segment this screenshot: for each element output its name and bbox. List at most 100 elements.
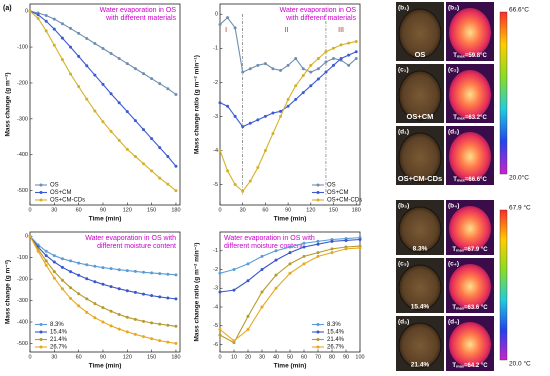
point — [354, 50, 358, 54]
point — [69, 259, 73, 263]
point — [218, 333, 222, 337]
y-tick-label: -300 — [17, 116, 28, 122]
soil-sample — [398, 132, 442, 183]
point — [233, 26, 237, 30]
y-tick-label: -300 — [17, 298, 28, 304]
chart-title: with different materials — [285, 15, 356, 22]
y-tick-label: -100 — [17, 45, 28, 51]
point — [174, 297, 178, 301]
point — [226, 169, 230, 173]
legend-label: 26.7% — [50, 345, 68, 351]
point — [316, 57, 320, 61]
point — [158, 322, 162, 326]
thermal-sample — [449, 206, 491, 251]
point — [246, 279, 250, 283]
legend-label: OS — [50, 183, 59, 189]
point — [174, 324, 178, 328]
x-tick-label: 60 — [301, 354, 307, 360]
point — [166, 323, 170, 327]
point — [174, 164, 178, 168]
tmax-label: Tmax=63.6 °C — [452, 305, 488, 311]
point — [93, 41, 97, 45]
point — [166, 340, 170, 344]
y-tick-label: -500 — [17, 341, 28, 347]
photo-label: (b₁) — [398, 5, 409, 12]
point — [260, 268, 264, 271]
point — [232, 339, 236, 343]
legend-marker — [39, 338, 43, 341]
point — [260, 254, 264, 258]
point — [77, 85, 81, 89]
x-tick-label: 20 — [245, 354, 251, 360]
x-tick-label: 100 — [355, 354, 364, 360]
point — [286, 104, 290, 108]
y-tick-label: 0 — [25, 9, 28, 15]
thermal-sample — [449, 132, 491, 181]
x-tick-label: 50 — [287, 354, 293, 360]
point — [85, 310, 89, 314]
point — [85, 277, 89, 281]
point — [101, 120, 105, 124]
x-axis-title: Time (min) — [274, 363, 307, 370]
point — [332, 57, 336, 61]
point — [44, 29, 48, 33]
point — [101, 320, 105, 324]
series-line — [219, 51, 357, 128]
x-tick-label: 90 — [100, 207, 106, 213]
chart-title: different moisture content — [97, 243, 176, 250]
tmax-subscript: max — [457, 54, 466, 59]
point — [226, 104, 230, 108]
x-tick-label: 10 — [231, 354, 237, 360]
y-tick-label: -200 — [17, 80, 28, 86]
sample-label: 8.3% — [413, 246, 428, 253]
point — [52, 254, 56, 258]
plot-frame — [29, 3, 181, 206]
chart-title: Water evaporation in OS with — [224, 235, 315, 242]
point — [28, 9, 32, 13]
y-tick-label: 0 — [215, 12, 218, 18]
point — [85, 64, 89, 68]
sample-label: OS — [415, 50, 426, 59]
chart-title: Water evaporation in OS — [280, 7, 357, 14]
x-tick-label: 90 — [100, 354, 106, 360]
y-axis-title: Mass change ratio (g m⁻² min⁻¹) — [194, 55, 201, 154]
point — [288, 251, 292, 255]
point — [274, 258, 278, 262]
point — [339, 57, 343, 61]
x-axis-title: Time (min) — [89, 363, 122, 370]
thermal-label: (b₄) — [448, 203, 459, 210]
y-tick-label: 0 — [25, 234, 28, 240]
point — [218, 101, 222, 105]
colorbar — [499, 209, 508, 361]
point — [142, 292, 146, 296]
point — [142, 72, 146, 76]
legend-label: OS+CM — [50, 190, 72, 196]
point — [263, 114, 267, 118]
point — [69, 45, 73, 49]
point — [339, 43, 343, 47]
point — [93, 302, 97, 306]
point — [60, 22, 64, 26]
plot-frame — [29, 231, 181, 353]
point — [260, 290, 264, 294]
legend-marker — [39, 330, 43, 334]
point — [44, 254, 48, 258]
point — [150, 137, 154, 141]
soil-sample — [398, 206, 442, 253]
x-tick-label: 60 — [76, 354, 82, 360]
point — [60, 58, 64, 62]
point — [174, 189, 178, 193]
tmax-symbol: T — [453, 53, 457, 59]
point — [294, 57, 298, 61]
series-line — [219, 245, 361, 344]
point — [142, 270, 146, 274]
point — [174, 92, 178, 96]
colorbar-max: 66.6°C — [509, 6, 529, 14]
point — [302, 245, 306, 249]
point — [150, 337, 154, 341]
legend-marker — [39, 323, 43, 326]
x-tick-label: 30 — [259, 354, 265, 360]
point — [294, 97, 298, 101]
point — [117, 268, 121, 272]
